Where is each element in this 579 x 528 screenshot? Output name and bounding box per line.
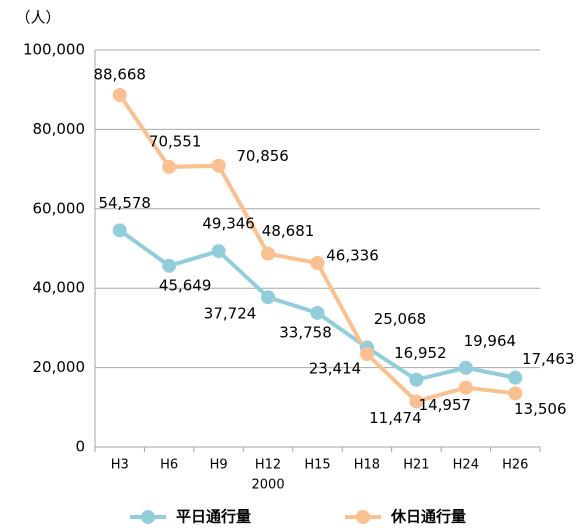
point bbox=[162, 159, 177, 174]
data-label: 16,952 bbox=[394, 344, 447, 362]
point bbox=[508, 386, 523, 401]
y-tick-label: 40,000 bbox=[33, 279, 86, 297]
series-line bbox=[118, 228, 516, 382]
data-label: 25,068 bbox=[374, 310, 427, 328]
data-label: 11,474 bbox=[369, 409, 422, 427]
legend-marker bbox=[356, 510, 370, 524]
data-label: 46,336 bbox=[326, 247, 379, 265]
x-tick-label: H3 bbox=[111, 458, 129, 473]
data-label: 48,681 bbox=[262, 222, 315, 240]
data-label: 13,506 bbox=[514, 400, 567, 418]
point bbox=[261, 290, 276, 305]
data-label: 88,668 bbox=[93, 65, 146, 83]
point bbox=[458, 360, 473, 375]
point bbox=[261, 246, 276, 261]
data-label: 33,758 bbox=[279, 323, 332, 341]
data-label: 19,964 bbox=[464, 332, 517, 350]
data-label: 23,414 bbox=[309, 360, 362, 378]
x-tick-label: H12 bbox=[255, 458, 281, 473]
point bbox=[310, 305, 325, 320]
y-axis-label: （人） bbox=[15, 9, 60, 27]
x-tick-label: H24 bbox=[453, 458, 479, 473]
data-label: 45,649 bbox=[159, 276, 212, 294]
annotation: 2000 bbox=[252, 478, 285, 493]
data-label: 37,724 bbox=[204, 305, 257, 323]
x-tick-label: H26 bbox=[502, 458, 528, 473]
data-label: 70,856 bbox=[236, 147, 289, 165]
legend-label: 休日通行量 bbox=[390, 508, 466, 526]
y-tick-label: 20,000 bbox=[33, 358, 86, 376]
point bbox=[508, 370, 523, 385]
point bbox=[112, 87, 127, 102]
x-tick-label: H18 bbox=[354, 458, 380, 473]
point bbox=[409, 372, 424, 387]
x-tick-label: H15 bbox=[304, 458, 330, 473]
point bbox=[211, 244, 226, 259]
point bbox=[162, 258, 177, 273]
point bbox=[112, 223, 127, 238]
point bbox=[310, 256, 325, 271]
x-tick-label: H9 bbox=[210, 458, 228, 473]
point bbox=[458, 380, 473, 395]
data-label: 54,578 bbox=[98, 194, 151, 212]
data-label: 14,957 bbox=[419, 396, 472, 414]
point bbox=[211, 158, 226, 173]
point bbox=[409, 394, 424, 409]
x-tick-label: H21 bbox=[403, 458, 429, 473]
y-tick-label: 80,000 bbox=[33, 120, 86, 138]
legend-label: 平日通行量 bbox=[176, 508, 251, 526]
data-label: 49,346 bbox=[202, 215, 255, 233]
data-label: 70,551 bbox=[149, 132, 202, 150]
y-tick-label: 60,000 bbox=[33, 199, 86, 217]
y-tick-label: 0 bbox=[75, 438, 85, 456]
x-tick-label: H6 bbox=[160, 458, 178, 473]
point bbox=[359, 347, 374, 362]
data-label: 17,463 bbox=[522, 350, 575, 368]
y-tick-label: 100,000 bbox=[23, 41, 85, 59]
legend-marker bbox=[141, 510, 155, 524]
